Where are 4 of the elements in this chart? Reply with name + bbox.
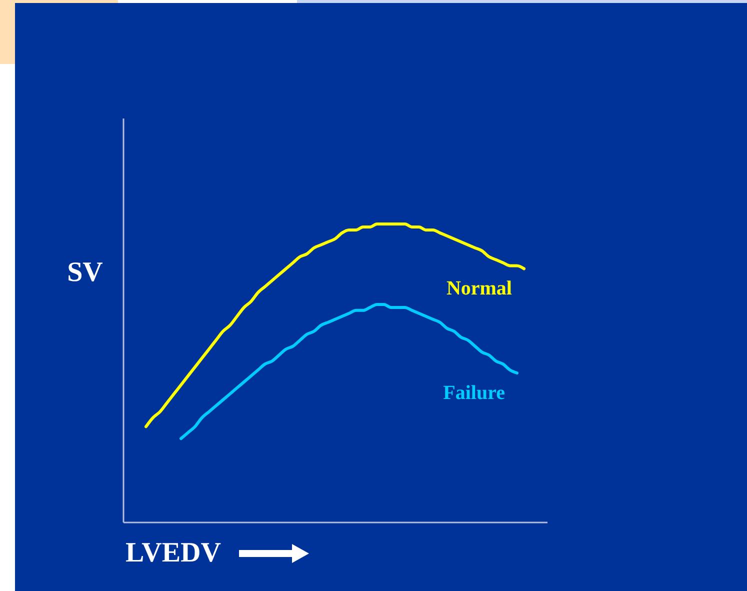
x-axis-title: LVEDV — [126, 538, 221, 568]
series-label: Failure — [443, 382, 506, 404]
y-axis-title: SV — [67, 257, 103, 288]
series-label: Normal — [446, 278, 512, 300]
